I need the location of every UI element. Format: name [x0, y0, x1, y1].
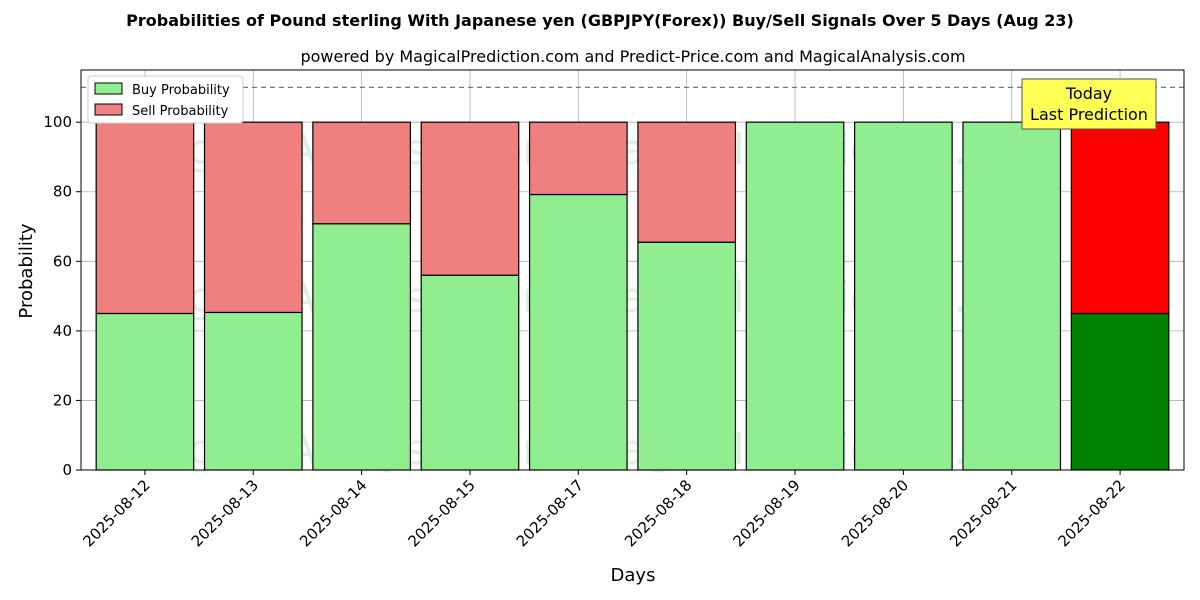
bar-buy-9 [1070, 312, 1170, 471]
x-tick-label-1: 2025-08-13 [188, 476, 262, 550]
annotation-line1: Today [1065, 84, 1112, 103]
bar-buy-5 [637, 241, 737, 471]
x-tick-label-0: 2025-08-12 [79, 476, 153, 550]
x-tick-label-4: 2025-08-17 [513, 476, 587, 550]
legend-swatch-buy [94, 82, 123, 95]
plot-frame [80, 69, 1185, 471]
x-tick-label-2: 2025-08-14 [296, 476, 370, 550]
y-tick-label-4: 80 [53, 183, 72, 201]
x-tick-label-5: 2025-08-18 [621, 476, 695, 550]
x-tick-label-3: 2025-08-15 [404, 476, 478, 550]
x-tick-label-8: 2025-08-21 [946, 476, 1020, 550]
x-axis-label: Days [611, 565, 656, 586]
legend-label-sell: Sell Probability [132, 104, 229, 119]
bar-buy-3 [420, 274, 520, 471]
bar-sell-4 [528, 121, 628, 196]
annotation-box [1021, 78, 1157, 130]
bar-buy-0 [95, 312, 195, 471]
x-tick-label-6: 2025-08-19 [729, 476, 803, 550]
y-tick-label-2: 40 [53, 322, 72, 340]
annotation-line2: Last Prediction [1030, 105, 1148, 124]
bar-buy-6 [745, 121, 845, 471]
chart-subtitle: powered by MagicalPrediction.com and Pre… [300, 47, 965, 66]
x-axis-ticks: 2025-08-12 2025-08-13 2025-08-14 2025-08-15… [79, 470, 1129, 550]
y-tick-label-0: 0 [62, 461, 72, 479]
bar-buy-4 [528, 193, 628, 471]
legend: Buy Probability Sell Probability [87, 75, 244, 124]
y-tick-label-1: 20 [53, 391, 72, 409]
bar-sell-2 [312, 121, 411, 225]
x-tick-label-9: 2025-08-22 [1055, 476, 1129, 550]
bar-sell-9 [1070, 121, 1170, 315]
bar-sell-3 [420, 121, 520, 276]
bar-buy-1 [203, 311, 303, 471]
y-axis-ticks: 0 20 40 60 80 100 [43, 113, 81, 479]
legend-box [87, 75, 244, 124]
y-tick-label-5: 100 [43, 113, 72, 131]
bar-buy-8 [962, 121, 1062, 471]
today-annotation: Today Last Prediction [1021, 78, 1157, 130]
bar-sell-5 [637, 121, 737, 243]
bar-sell-0 [95, 121, 195, 315]
bar-buy-2 [312, 223, 411, 471]
y-axis-label: Probability [16, 223, 37, 318]
chart-title: Probabilities of Pound sterling With Jap… [126, 11, 1074, 30]
bar-buy-7 [854, 121, 953, 471]
legend-swatch-sell [94, 103, 123, 116]
bar-sell-1 [203, 121, 303, 314]
bars [95, 121, 1170, 471]
x-tick-label-7: 2025-08-20 [838, 476, 912, 550]
y-tick-label-3: 60 [53, 252, 72, 270]
legend-label-buy: Buy Probability [132, 83, 230, 98]
